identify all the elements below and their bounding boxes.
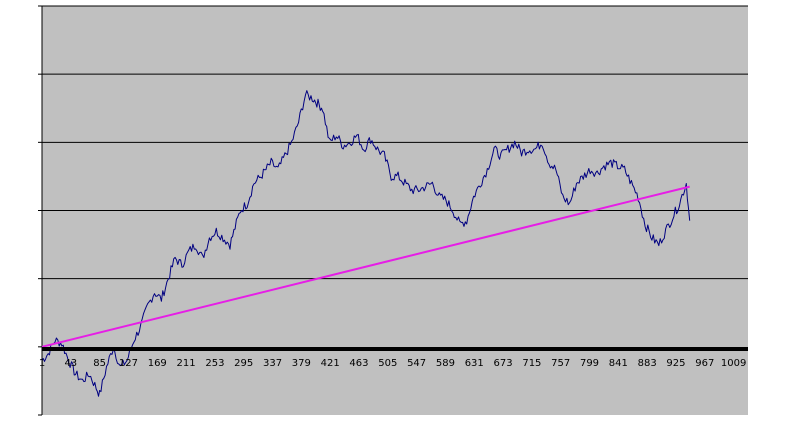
x-tick-label: 169 (148, 358, 167, 369)
x-tick-label: 715 (522, 358, 541, 369)
x-tick-label: 841 (609, 358, 628, 369)
x-axis-tick-labels: 1 43 85 127 169 211 253 295 337 379 421 463 505 547 58… (39, 358, 747, 369)
x-tick-label: 43 (64, 358, 77, 369)
x-tick-label: 379 (292, 358, 311, 369)
x-tick-label: 547 (407, 358, 426, 369)
x-tick-label: 85 (93, 358, 106, 369)
x-tick-label: 505 (378, 358, 397, 369)
x-tick-label: 253 (205, 358, 224, 369)
x-tick-label: 799 (580, 358, 599, 369)
gridlines (42, 5, 748, 280)
x-tick-label: 925 (666, 358, 685, 369)
series-group (41, 90, 691, 397)
x-tick-label: 883 (638, 358, 657, 369)
series-line-1 (41, 185, 690, 348)
x-tick-label: 631 (465, 358, 484, 369)
x-tick-label: 295 (234, 358, 253, 369)
x-tick-label: 1009 (721, 358, 746, 369)
x-tick-label: 673 (494, 358, 513, 369)
x-tick-label: 757 (551, 358, 570, 369)
series-line-0 (41, 90, 691, 397)
x-tick-label: 127 (119, 358, 138, 369)
y-axis-ticks (38, 5, 42, 416)
x-tick-label: 1 (39, 358, 45, 369)
x-tick-label: 589 (436, 358, 455, 369)
x-tick-label: 967 (695, 358, 714, 369)
x-tick-label: 337 (263, 358, 282, 369)
x-tick-label: 463 (349, 358, 368, 369)
x-tick-label: 421 (321, 358, 340, 369)
x-tick-label: 211 (177, 358, 196, 369)
